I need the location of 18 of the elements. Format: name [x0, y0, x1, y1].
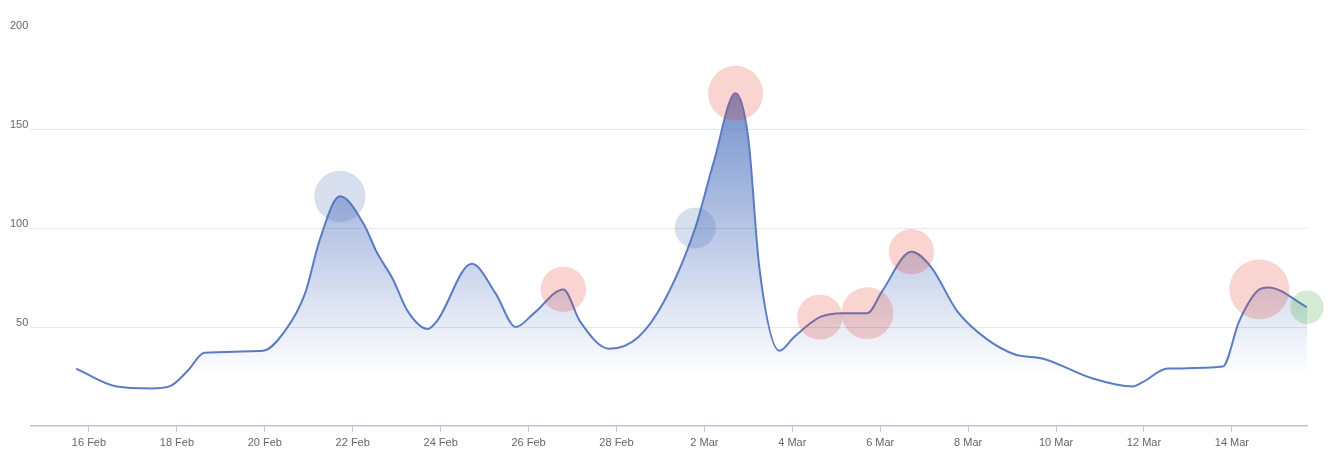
y-tick-label: 100	[9, 217, 29, 230]
y-tick-label: 150	[9, 118, 29, 131]
x-tick-label: 12 Mar	[1126, 435, 1162, 448]
y-tick-label: 200	[9, 19, 29, 32]
x-tick-label: 14 Mar	[1214, 435, 1250, 448]
x-tick-label: 28 Feb	[599, 435, 634, 448]
x-tick-label: 26 Feb	[511, 435, 546, 448]
x-tick-label: 2 Mar	[690, 435, 719, 448]
x-tick-label: 20 Feb	[247, 435, 282, 448]
x-tick-label: 16 Feb	[71, 435, 107, 448]
x-tick-label: 8 Mar	[954, 435, 983, 448]
y-tick-label: 50	[16, 316, 29, 329]
x-tick-label: 24 Feb	[423, 435, 458, 448]
x-tick-label: 22 Feb	[335, 435, 370, 448]
x-tick-label: 10 Mar	[1038, 435, 1074, 448]
x-tick-label: 4 Mar	[778, 435, 807, 448]
x-tick-label: 6 Mar	[866, 435, 895, 448]
x-tick-label: 18 Feb	[159, 435, 195, 448]
